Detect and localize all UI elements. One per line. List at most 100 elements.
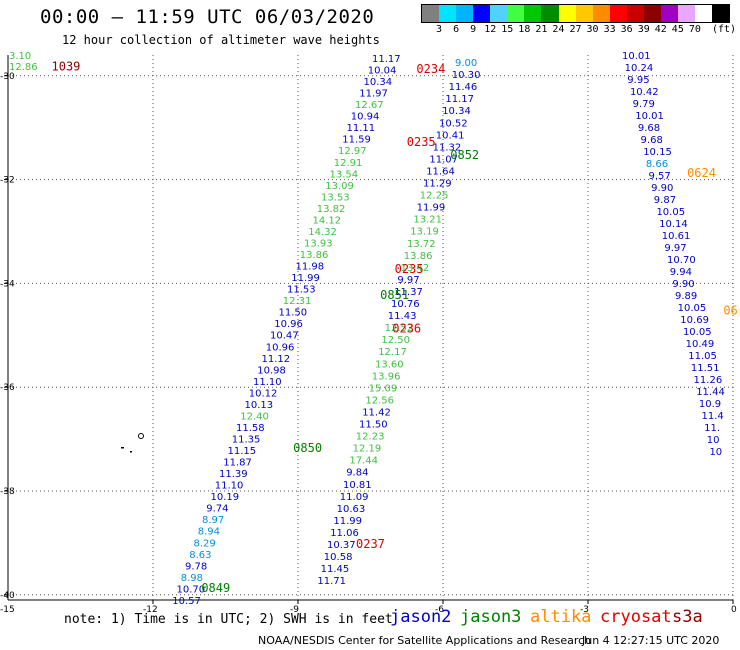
wave-height-value: 12.50: [381, 335, 410, 346]
wave-height-value: 11.87: [223, 458, 252, 469]
wave-height-value: 11.98: [296, 262, 325, 273]
wave-height-value: 12.23: [356, 432, 385, 443]
wave-height-value: 12.91: [334, 158, 363, 169]
wave-height-value: 14.12: [313, 215, 342, 226]
wave-height-value: 9.90: [672, 279, 694, 290]
wave-height-value: 8.97: [202, 515, 224, 526]
latitude-tick-label: -32: [0, 176, 15, 186]
wave-height-value: 10.57: [172, 596, 201, 607]
color-swatch: [677, 5, 695, 22]
color-swatch: [507, 5, 525, 22]
wave-height-value: 8.66: [646, 159, 668, 170]
wave-height-value: 12.19: [353, 444, 382, 455]
wave-height-value: 13.82: [317, 204, 346, 215]
color-swatch: [541, 5, 559, 22]
color-swatch: [609, 5, 627, 22]
island-mark: [138, 433, 144, 439]
wave-height-value: 10.52: [439, 118, 468, 129]
wave-height-value: 11.44: [696, 387, 725, 398]
wave-height-value: 11.99: [291, 273, 320, 284]
wave-height-value: 10.69: [680, 315, 709, 326]
wave-height-value: 13.42: [401, 263, 430, 274]
satellite-legend-jason3: jason3: [460, 607, 522, 627]
color-scale-tick: 33: [603, 24, 616, 35]
wave-height-value: 11.15: [228, 446, 257, 457]
color-swatch: [524, 5, 542, 22]
wave-height-value: 17.44: [349, 456, 378, 467]
wave-height-value: 9.84: [346, 468, 368, 479]
satellite-legend-cryosat: cryosat: [600, 607, 672, 627]
color-scale-tick: 18: [518, 24, 531, 35]
wave-height-value: 13.09: [325, 181, 354, 192]
wave-height-value: 9.79: [633, 99, 655, 110]
wave-height-value: 10.34: [442, 106, 471, 117]
pass-time-label: 0852: [450, 148, 479, 162]
wave-height-value: 13.72: [407, 239, 436, 250]
color-scale-tick: 9: [470, 24, 477, 35]
wave-height-value: 13.93: [304, 238, 333, 249]
pass-time-label: 0234: [416, 62, 445, 76]
color-scale-tick: 45: [671, 24, 684, 35]
wave-height-value: 11.06: [330, 528, 359, 539]
wave-height-value: 10.05: [678, 303, 707, 314]
wave-height-value: 10.98: [257, 365, 286, 376]
wave-height-value: 10.19: [211, 492, 240, 503]
latitude-tick-label: -36: [0, 383, 15, 393]
color-swatch: [643, 5, 661, 22]
wave-height-value: 10.34: [364, 77, 393, 88]
wave-height-value: 11.53: [287, 285, 316, 296]
color-swatch: [695, 5, 713, 22]
color-scale-tick: 42: [654, 24, 667, 35]
wave-height-value: 11.51: [691, 363, 720, 374]
satellite-legend-jason2: jason2: [390, 607, 452, 627]
island-mark: [121, 447, 124, 449]
color-scale-tick: 3: [436, 24, 443, 35]
satellite-legend-altika: altika: [530, 607, 592, 627]
wave-height-value: 9.68: [641, 135, 663, 146]
wave-height-value: 12.67: [355, 100, 384, 111]
color-scale-tick: 6: [453, 24, 460, 35]
longitude-tick-label: -6: [435, 605, 444, 615]
wave-height-value: 11.32: [433, 142, 462, 153]
pass-time-label: 0851: [380, 288, 409, 302]
wave-height-value: 10.12: [249, 388, 278, 399]
wave-height-value: 10.37: [327, 540, 356, 551]
color-swatch: [473, 5, 491, 22]
wave-height-value: 10.42: [630, 87, 659, 98]
wave-height-value: 9.78: [185, 561, 207, 572]
wave-height-value: 10.96: [274, 319, 303, 330]
wave-height-value: 9.97: [397, 275, 419, 286]
pass-time-label: 1039: [52, 60, 81, 74]
color-scale-tick: 30: [586, 24, 599, 35]
color-swatch: [558, 5, 576, 22]
wave-height-value: 10.58: [324, 552, 353, 563]
credit-line: NOAA/NESDIS Center for Satellite Applica…: [258, 634, 592, 647]
wave-height-value: 12.31: [283, 296, 312, 307]
wave-height-value: 10.05: [683, 327, 712, 338]
wave-height-value: 10.76: [391, 299, 420, 310]
wave-height-value: 11.46: [449, 82, 478, 93]
wave-height-value: 11.4: [702, 411, 724, 422]
wave-height-value: 13.53: [321, 192, 350, 203]
wave-height-value: 11.10: [253, 377, 282, 388]
wave-height-value: 10.94: [351, 112, 380, 123]
wave-height-value: 10: [709, 447, 722, 458]
wave-height-value: 12.52: [385, 323, 414, 334]
wave-height-value: 12.56: [365, 395, 394, 406]
wave-height-value: 11.50: [279, 308, 308, 319]
wave-height-value: 11.99: [333, 516, 362, 527]
wave-height-value: 11.05: [688, 351, 717, 362]
wave-height-value: 15.09: [369, 383, 398, 394]
color-swatch: [626, 5, 644, 22]
wave-height-value: 10.70: [177, 584, 206, 595]
color-swatch: [575, 5, 593, 22]
pass-time-label: 0235: [407, 135, 436, 149]
wave-height-value: 11.97: [359, 89, 388, 100]
wave-height-value: 11.42: [362, 407, 391, 418]
wave-height-value: 11.71: [317, 576, 346, 587]
wave-height-value: 12.17: [378, 347, 407, 358]
color-scale-tick: 15: [501, 24, 514, 35]
wave-height-value: 11.29: [423, 179, 452, 190]
wave-height-value: 10.81: [343, 480, 372, 491]
wave-height-value: 10.49: [686, 339, 715, 350]
